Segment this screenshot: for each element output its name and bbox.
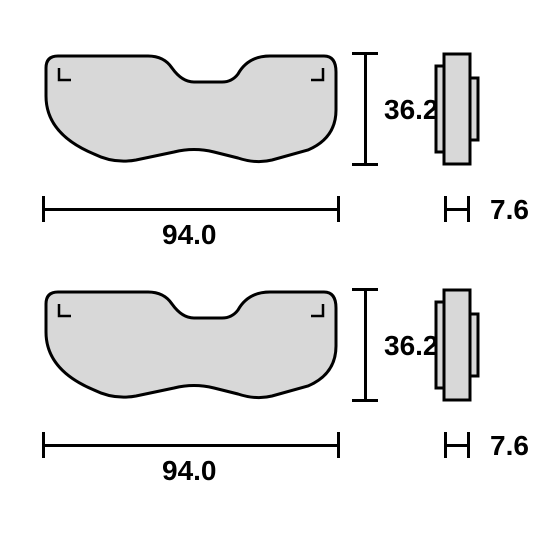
dim-line [42,208,340,211]
brake-pad-2-side [434,288,480,402]
pad1-height-label: 36.2 [384,94,439,126]
pad2-height-label: 36.2 [384,330,439,362]
dim-line [364,288,367,402]
dim-line [364,52,367,166]
pad1-thickness-label: 7.6 [490,194,529,226]
brake-pad-1-front [42,52,340,166]
dim-line [42,444,340,447]
pad2-thickness-label: 7.6 [490,430,529,462]
dim-line [444,208,470,211]
brake-pad-2-front [42,288,340,402]
pad2-width-label: 94.0 [162,455,217,487]
brake-pad-1-side [434,52,480,166]
pad1-width-label: 94.0 [162,219,217,251]
dim-line [444,444,470,447]
diagram-canvas: 36.2 94.0 7.6 36.2 94.0 7.6 [0,0,560,543]
